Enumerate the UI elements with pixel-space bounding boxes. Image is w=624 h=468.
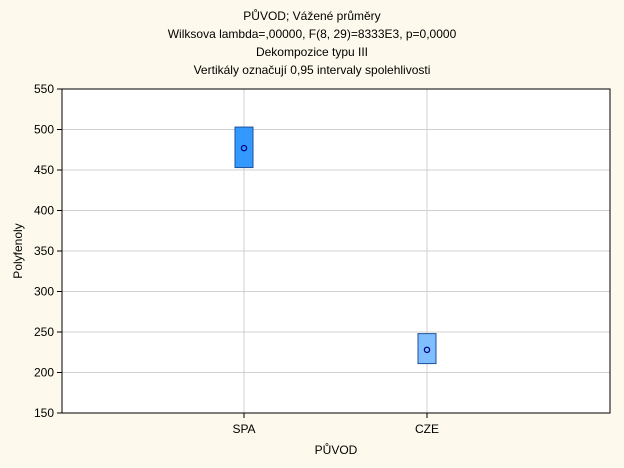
chart-title: PŮVOD; Vážené průměry Wilksova lambda=,0…: [168, 8, 457, 77]
ci-box-spa: [234, 126, 254, 169]
y-tick-label: 350: [34, 244, 54, 258]
y-tick-label: 450: [34, 163, 54, 177]
title-line-1: PŮVOD; Vážené průměry: [243, 8, 380, 23]
title-line-3: Dekompozice typu III: [256, 45, 368, 59]
ci-box-cze: [417, 333, 437, 365]
x-tick-label: CZE: [415, 422, 439, 436]
title-line-2: Wilksova lambda=,00000, F(8, 29)=8333E3,…: [168, 27, 457, 41]
mean-marker-cze: [423, 346, 431, 354]
y-tick-label: 550: [34, 82, 54, 96]
y-axis-label: Polyfenoly: [11, 223, 25, 278]
data-marks: [234, 126, 437, 365]
x-axis-label: PŮVOD: [315, 442, 358, 457]
y-tick-label: 300: [34, 285, 54, 299]
mean-marker-spa: [240, 144, 248, 152]
title-line-4: Vertikály označují 0,95 intervaly spoleh…: [194, 63, 431, 77]
x-tick-label: SPA: [232, 422, 255, 436]
y-tick-label: 250: [34, 325, 54, 339]
y-tick-label: 500: [34, 123, 54, 137]
x-axis: SPA CZE: [232, 413, 439, 436]
y-axis: 150 200 250 300 350 400 450 500 550: [34, 82, 62, 420]
y-tick-label: 150: [34, 406, 54, 420]
y-tick-label: 400: [34, 204, 54, 218]
y-tick-label: 200: [34, 366, 54, 380]
